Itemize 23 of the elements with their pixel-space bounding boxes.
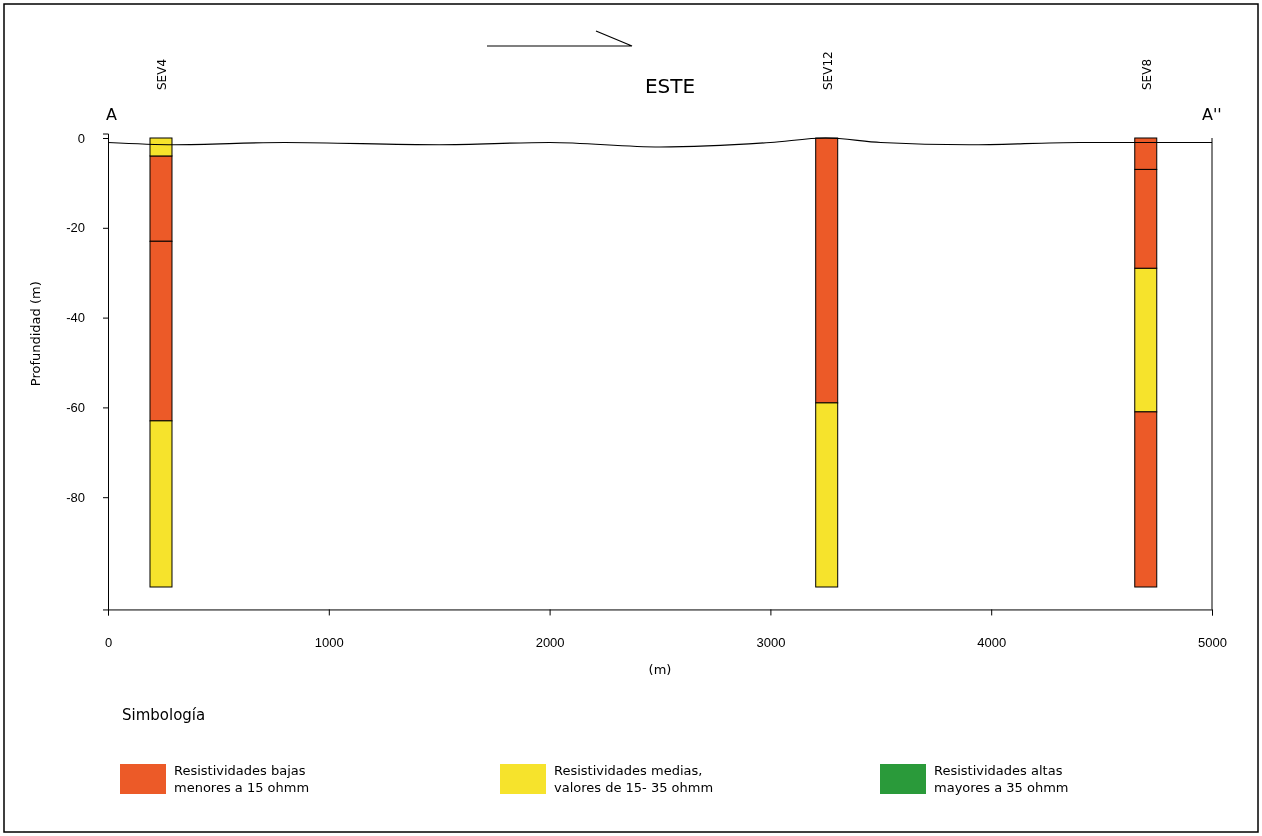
x-tick-label: 3000 [756,634,786,650]
legend-title: Simbología [122,706,206,724]
y-tick-label: -40 [66,310,85,326]
x-tick-label: 4000 [977,634,1007,650]
y-tick-label: -80 [66,489,85,505]
legend-label: Resistividades bajas menores a 15 ohmm [174,763,310,795]
y-tick-label: 0 [77,130,85,146]
text: SEV12 [820,51,835,90]
x-tick-label: 2000 [535,634,565,650]
legend-label: Resistividades altas mayores a 35 ohmm [934,763,1069,795]
y-tick-label: -20 [66,220,85,236]
text: SEV4 [154,58,169,90]
x-tick-label: 5000 [1198,634,1227,650]
text: ESTE [644,74,696,98]
text: A'' [1202,105,1222,124]
x-axis-title: (m) [648,662,672,678]
y-tick-label: -60 [66,400,85,416]
x-tick-label: 0 [104,634,113,650]
text: SEV8 [1139,58,1154,90]
x-tick-label: 1000 [314,634,344,650]
legend-label: Resistividades medias, valores de 15- 35 ohmm [554,763,714,795]
y-axis-title: Profundidad (m) [28,281,43,387]
text: A [106,105,117,124]
